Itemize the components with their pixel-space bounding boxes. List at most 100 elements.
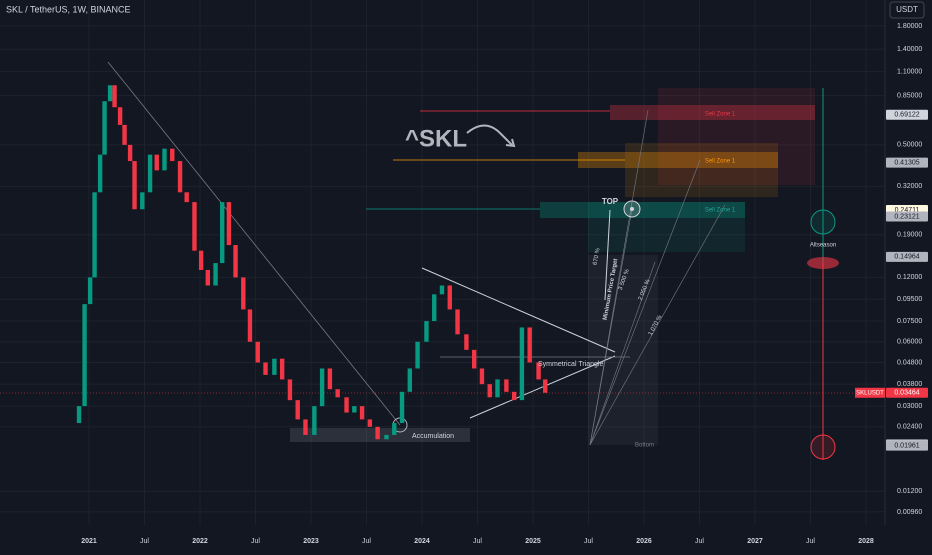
drawings xyxy=(0,61,885,460)
marker xyxy=(807,257,839,269)
currency-box xyxy=(889,1,925,19)
zone xyxy=(610,105,815,120)
x-tick-label: Jul xyxy=(140,538,149,545)
candle xyxy=(112,85,117,108)
x-tick-label: 2022 xyxy=(192,538,208,545)
price-label-box xyxy=(886,157,928,168)
candle xyxy=(287,379,293,401)
axes: 1.80000 1.40000 1.10000 0.85000 0.50000 0.320… xyxy=(81,23,928,545)
candle xyxy=(527,327,532,363)
x-tick-label: 2025 xyxy=(525,538,541,545)
price-label-box xyxy=(886,109,928,120)
candle xyxy=(384,434,389,440)
candle xyxy=(205,269,210,286)
y-tick-label: 0.03000 xyxy=(897,403,922,410)
x-tick-label: Jul xyxy=(806,538,815,545)
candle xyxy=(147,154,153,193)
icon xyxy=(466,124,501,134)
candle xyxy=(464,334,469,350)
fan xyxy=(589,109,726,446)
y-tick-label: 0.50000 xyxy=(897,142,922,149)
x-tick-label: 2024 xyxy=(414,538,430,545)
trendline xyxy=(469,355,616,419)
marker xyxy=(810,209,836,235)
x-tick-label: Jul xyxy=(584,538,593,545)
zone xyxy=(625,143,778,197)
candle xyxy=(312,406,317,435)
candle xyxy=(154,154,159,171)
y-tick-label: 1.40000 xyxy=(897,46,922,53)
candle xyxy=(122,124,127,145)
candle xyxy=(263,362,268,375)
price-label: 0.03464 xyxy=(894,390,919,397)
trendline xyxy=(107,61,401,426)
candles xyxy=(76,85,548,440)
price-label-box xyxy=(886,387,928,398)
candle xyxy=(295,400,300,420)
candle xyxy=(82,304,87,407)
zone xyxy=(658,88,815,185)
y-tick-label: 0.12000 xyxy=(897,274,922,281)
price-label-box xyxy=(886,440,928,451)
y-tick-label: 0.04800 xyxy=(897,359,922,366)
candle xyxy=(543,379,548,393)
marker xyxy=(810,434,836,460)
candle xyxy=(447,285,452,310)
price-label: 0.69122 xyxy=(894,112,919,119)
candle xyxy=(279,358,285,380)
candle xyxy=(455,309,460,335)
candle xyxy=(170,148,175,162)
candle xyxy=(495,379,500,398)
candle xyxy=(140,192,145,210)
x-tick-label: 2026 xyxy=(636,538,652,545)
icon xyxy=(499,132,516,148)
candle xyxy=(415,341,420,369)
y-tick-label: 0.06000 xyxy=(897,339,922,346)
candle xyxy=(319,368,325,407)
candle xyxy=(367,419,373,427)
x-tick-label: Jul xyxy=(251,538,260,545)
candle xyxy=(432,294,437,322)
annotation: Bottom xyxy=(635,443,654,449)
symbol: ^SKL xyxy=(405,125,467,152)
price-label-box xyxy=(886,211,928,222)
candle xyxy=(359,406,365,420)
candle xyxy=(76,406,82,424)
candle xyxy=(303,419,308,435)
x-tick-label: 2028 xyxy=(858,538,874,545)
candle xyxy=(177,161,183,193)
candle xyxy=(335,389,340,398)
candle xyxy=(255,341,260,363)
x-tick-label: 2021 xyxy=(81,538,97,545)
price-name: SKLUSDT xyxy=(856,390,884,396)
price-label: 0.41305 xyxy=(894,159,919,166)
grid xyxy=(0,0,885,525)
candle xyxy=(272,358,277,375)
candle xyxy=(511,391,517,401)
candle xyxy=(439,285,445,295)
candle xyxy=(504,379,509,392)
candle xyxy=(132,161,137,210)
y-tick-label: 0.01200 xyxy=(897,488,922,495)
candle xyxy=(117,107,123,125)
zone xyxy=(290,428,470,442)
y-tick-label: 0.32000 xyxy=(897,183,922,190)
x-tick-label: Jul xyxy=(695,538,704,545)
price-label-box xyxy=(886,251,928,262)
y-tick-label: 0.00960 xyxy=(897,509,922,516)
zone xyxy=(540,202,745,218)
candle xyxy=(233,245,238,278)
candle xyxy=(352,406,357,413)
zone xyxy=(578,152,778,168)
currency: USDT xyxy=(896,5,918,14)
annotation: Altseason xyxy=(810,243,836,249)
x-tick-label: Jul xyxy=(362,538,371,545)
marker xyxy=(630,207,634,211)
candle xyxy=(184,192,189,203)
annotation: 670 % xyxy=(593,247,602,265)
candle xyxy=(536,362,541,380)
annotation: Sell Zone 1 xyxy=(705,208,736,214)
candle xyxy=(220,202,225,264)
candle xyxy=(162,148,167,171)
